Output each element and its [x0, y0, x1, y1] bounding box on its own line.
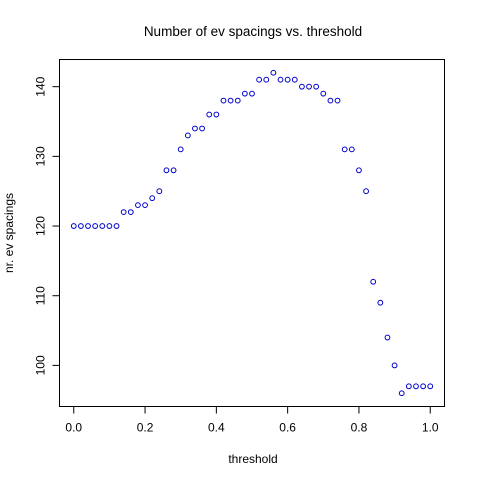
y-tick-label: 120	[34, 216, 48, 236]
y-tick-label: 110	[34, 286, 48, 305]
data-point	[241, 90, 248, 97]
data-point	[99, 223, 106, 229]
data-point	[270, 69, 277, 76]
data-point	[227, 97, 234, 104]
data-point	[263, 76, 270, 83]
data-point	[170, 167, 177, 174]
data-point	[313, 83, 320, 90]
data-point	[184, 132, 191, 139]
data-point	[163, 167, 170, 174]
data-point	[284, 76, 291, 83]
data-point	[277, 76, 284, 83]
data-point	[334, 97, 341, 104]
data-point	[249, 90, 255, 97]
data-point	[356, 167, 362, 174]
data-point	[398, 390, 405, 397]
x-tick-label: 0.8	[351, 421, 368, 435]
data-point	[348, 146, 355, 153]
data-point	[234, 97, 241, 104]
x-axis-label: threshold	[228, 452, 277, 466]
data-point	[327, 97, 334, 104]
data-point	[405, 383, 412, 390]
data-point	[427, 383, 434, 390]
data-point	[420, 383, 427, 390]
data-point	[70, 223, 77, 229]
data-point	[220, 97, 227, 104]
x-axis: 0.0 0.2 0.4 0.6 0.8 1.0	[65, 406, 439, 435]
data-point	[77, 223, 84, 229]
data-point	[85, 223, 91, 229]
chart-title: Number of ev spacings vs. threshold	[144, 24, 362, 39]
data-point	[341, 146, 348, 153]
data-point	[370, 278, 377, 285]
data-point	[149, 195, 156, 202]
data-point	[391, 362, 398, 369]
x-tick-label: 0.6	[279, 421, 296, 435]
data-point	[320, 90, 327, 97]
data-point	[299, 83, 305, 90]
y-tick-label: 100	[34, 355, 48, 375]
data-point	[113, 223, 120, 229]
data-point	[177, 146, 184, 153]
data-point	[127, 209, 134, 215]
x-tick-label: 1.0	[422, 421, 439, 435]
plot-frame	[59, 59, 445, 407]
data-point	[192, 125, 198, 132]
y-axis: 100 110 120 130 140	[34, 76, 60, 375]
data-point	[92, 223, 99, 229]
data-point	[256, 76, 263, 83]
data-point	[199, 125, 205, 132]
data-point	[291, 76, 298, 83]
data-point	[213, 111, 220, 118]
data-point	[377, 299, 384, 306]
data-point	[363, 188, 369, 195]
data-point	[135, 202, 141, 209]
y-tick-label: 140	[34, 76, 48, 96]
y-tick-label: 130	[34, 146, 48, 166]
data-point	[206, 111, 213, 118]
x-tick-label: 0.2	[137, 421, 154, 435]
data-point	[384, 334, 391, 341]
y-axis-label: nr. ev spacings	[2, 193, 16, 273]
x-tick-label: 0.4	[208, 421, 225, 435]
x-tick-label: 0.0	[65, 421, 82, 435]
data-point	[142, 202, 148, 209]
data-point	[413, 383, 419, 390]
data-point	[120, 209, 127, 215]
data-point	[156, 188, 163, 195]
data-points	[70, 69, 434, 397]
data-point	[106, 223, 113, 229]
data-point	[306, 83, 312, 90]
